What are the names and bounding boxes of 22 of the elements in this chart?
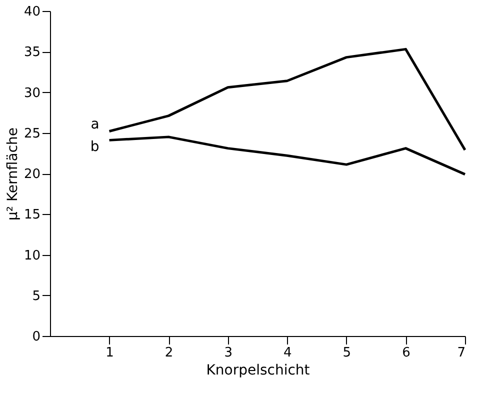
series-label: b [90,139,100,156]
x-axis-title: Knorpelschicht [206,362,310,378]
y-axis-title: μ² Kernfläche [4,127,21,221]
x-tick-label: 2 [164,346,174,360]
x-tick-label: 6 [402,346,410,360]
y-tick-label: 30 [24,86,40,101]
y-tick-label: 10 [24,248,40,264]
y-tick-label: 40 [24,4,40,20]
y-tick-label: 5 [32,288,40,304]
x-tick-label: 7 [457,346,466,360]
line-series [108,136,466,176]
x-tick-label: 4 [284,346,292,360]
line-series [108,48,466,152]
y-tick-label: 0 [32,330,40,344]
series-label: a [90,116,100,132]
y-tick-label: 35 [24,45,40,60]
y-tick-label: 25 [24,126,40,142]
x-tick-label: 1 [106,346,114,360]
y-tick-label: 20 [24,167,40,182]
y-tick-label: 15 [24,208,40,223]
x-tick-label: 3 [224,346,232,360]
x-tick-label: 5 [342,346,352,360]
